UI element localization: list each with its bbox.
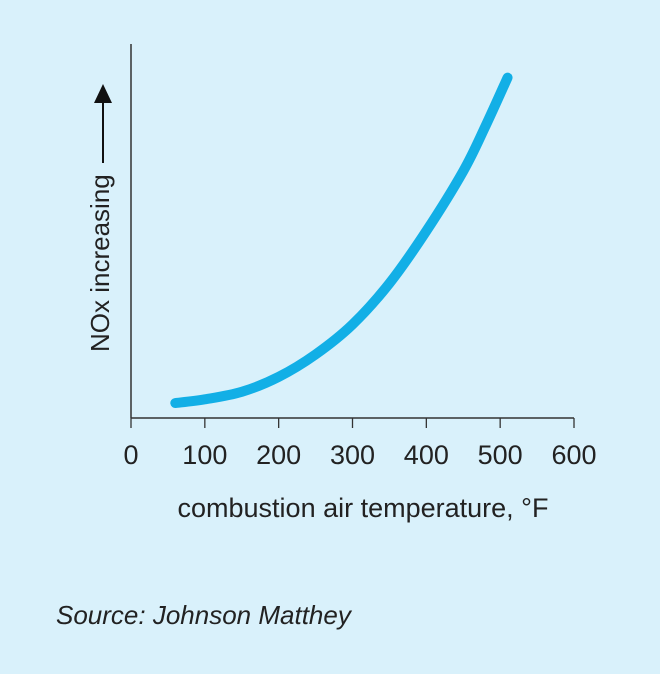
x-axis-ticks: 0 100 200 300 400 500 600: [123, 418, 597, 470]
x-tick-label: 0: [123, 440, 138, 470]
nox-curve-line: [170, 72, 513, 409]
source-credit: Source: Johnson Matthey: [56, 600, 351, 630]
x-tick-label: 500: [478, 440, 523, 470]
x-tick-label: 300: [330, 440, 375, 470]
up-arrow-icon: [94, 84, 112, 163]
x-tick-label: 200: [256, 440, 301, 470]
y-axis-label: NOx increasing: [85, 174, 115, 352]
x-tick-label: 600: [551, 440, 596, 470]
x-axis-label: combustion air temperature, °F: [178, 493, 549, 523]
x-tick-label: 100: [182, 440, 227, 470]
x-tick-label: 400: [404, 440, 449, 470]
